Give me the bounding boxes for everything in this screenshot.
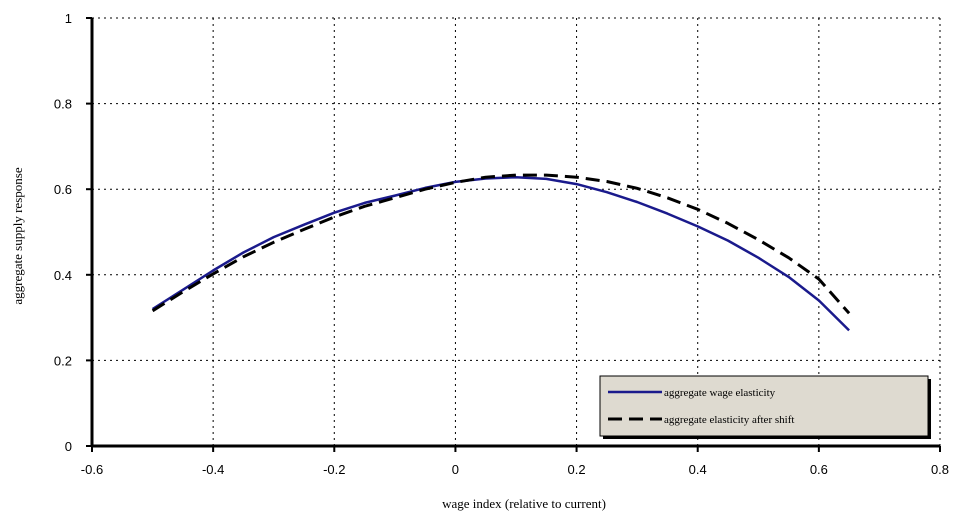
x-tick-label: -0.6 bbox=[81, 462, 103, 477]
y-tick-label: 0.8 bbox=[54, 97, 72, 112]
series-line-after-shift bbox=[151, 173, 851, 315]
legend: aggregate wage elasticity aggregate elast… bbox=[599, 375, 931, 439]
y-tick-label: 0.6 bbox=[54, 182, 72, 197]
y-tick-label: 0.2 bbox=[54, 353, 72, 368]
legend-box bbox=[599, 375, 929, 437]
legend-label: aggregate wage elasticity bbox=[664, 387, 776, 399]
y-axis-title: aggregate supply response bbox=[10, 167, 25, 304]
legend-label: aggregate elasticity after shift bbox=[664, 414, 794, 426]
x-tick-label: 0.4 bbox=[689, 462, 707, 477]
series-layer bbox=[151, 173, 851, 332]
y-tick-label: 0.4 bbox=[54, 268, 72, 283]
y-tick-label: 1 bbox=[65, 11, 72, 26]
y-tick-label: 0 bbox=[65, 439, 72, 454]
x-tick-label: -0.2 bbox=[323, 462, 345, 477]
x-axis-title: wage index (relative to current) bbox=[442, 496, 606, 511]
x-tick-label: 0.6 bbox=[810, 462, 828, 477]
x-tick-label: 0.8 bbox=[931, 462, 949, 477]
x-tick-label: -0.4 bbox=[202, 462, 224, 477]
series-line-wage-elasticity bbox=[151, 175, 850, 332]
axis-layer: -0.6 -0.4 -0.2 0 0.2 0.4 0.6 0.8 0 0.2 0.4 0.6 0.8 1 bbox=[54, 11, 949, 477]
x-tick-label: 0.2 bbox=[568, 462, 586, 477]
x-tick-label: 0 bbox=[452, 462, 459, 477]
